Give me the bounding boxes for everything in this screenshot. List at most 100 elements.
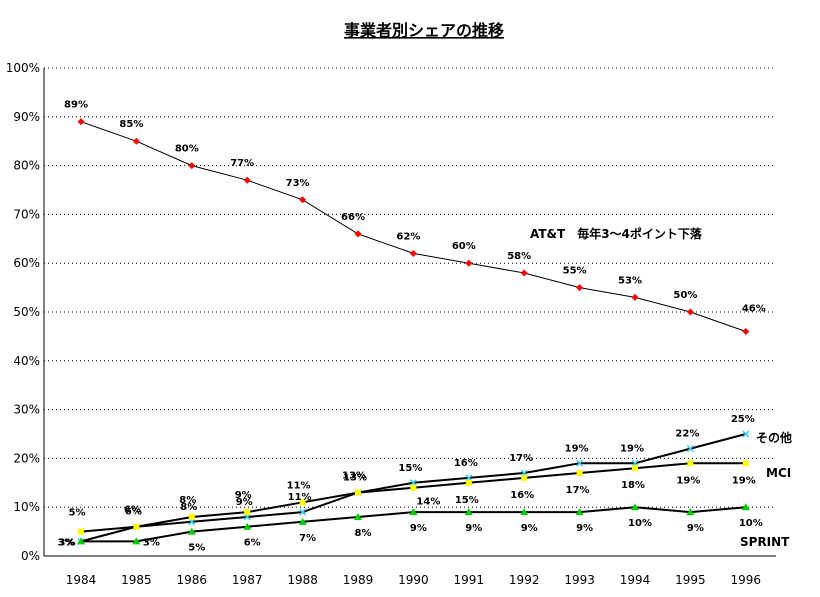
data-label: 19% [565,443,589,454]
data-label: 17% [509,453,533,464]
x-tick-label: 1988 [287,573,318,587]
data-label: 17% [566,485,590,496]
x-tick-label: 1984 [66,573,97,587]
data-label: 10% [628,518,652,529]
data-point [77,118,85,126]
data-point-stroke [576,459,584,467]
data-label: 8% [355,528,372,539]
data-point [520,269,528,277]
data-point [299,508,307,516]
data-point [741,503,750,511]
data-label: 9% [465,523,482,534]
data-point [521,474,528,481]
series-name-label: SPRINT [740,535,790,549]
data-label: 10% [739,518,763,529]
data-label: 15% [455,495,479,506]
data-point [133,523,140,530]
data-label: 16% [510,490,534,501]
data-label: 66% [341,212,365,223]
data-point [244,509,251,516]
data-label: 7% [299,533,316,544]
data-point [632,465,638,472]
data-label: 58% [507,251,531,262]
data-point [188,513,195,520]
att-annotation: AT&T 毎年3～4ポイント下落 [530,226,703,241]
data-point [409,249,417,257]
data-point [465,259,473,267]
data-label: 3% [58,537,75,548]
y-tick-label: 30% [13,403,40,417]
y-tick-label: 100% [6,61,40,75]
data-label: 8% [179,495,196,506]
data-point [409,508,418,516]
data-label: 9% [687,523,704,534]
data-point [298,517,307,525]
data-label: 3% [59,537,76,548]
data-point [78,528,84,535]
data-point [354,512,362,520]
chart-title: 事業者別シェアの推移 [344,21,504,40]
data-label: 6% [124,505,141,516]
data-label: 5% [69,508,86,519]
y-tick-label: 10% [13,500,40,514]
data-point [742,328,750,336]
data-point [243,522,252,530]
y-axis-ticks: 0% 10% 20% 30% 40% 50% 60% 70% 80% 90% 100% [6,61,40,563]
data-label: 9% [236,497,253,508]
x-tick-label: 1986 [177,573,208,587]
x-axis-ticks: 1984 1985 1986 1987 1988 1989 1990 1991 1992 1993… [66,573,761,587]
data-label: 19% [620,443,644,454]
data-label: 62% [396,231,420,242]
data-point [686,445,694,453]
x-tick-label: 1989 [343,573,374,587]
data-label: 50% [673,290,697,301]
x-tick-label: 1992 [509,573,540,587]
data-point [355,489,361,496]
data-label: 16% [454,458,478,469]
grid-lines [44,67,776,508]
data-label: 8% [180,502,197,513]
x-tick-label: 1985 [121,573,152,587]
data-point [464,508,473,516]
data-label: 73% [286,178,310,189]
data-point [576,284,584,292]
data-point [354,230,362,238]
y-tick-label: 90% [13,110,40,124]
data-label: 9% [576,523,593,534]
data-point [520,508,529,516]
x-tick-label: 1994 [620,573,651,587]
x-tick-label: 1995 [675,573,706,587]
data-label: 6% [125,507,142,518]
axes [43,68,776,557]
y-tick-label: 80% [13,159,40,173]
x-tick-label: 1991 [454,573,485,587]
data-point [686,308,694,316]
data-point [188,162,196,170]
y-tick-label: 20% [13,451,40,465]
data-label: 77% [230,158,254,169]
data-point [742,430,750,438]
data-point [299,196,307,204]
y-tick-label: 40% [13,354,40,368]
x-tick-label: 1990 [398,573,429,587]
data-label: 5% [188,543,205,554]
data-label: 13% [342,471,366,482]
data-label: 46% [742,304,766,315]
data-point [576,470,583,477]
y-tick-label: 70% [13,207,40,221]
data-label: 80% [175,144,199,155]
data-label: 9% [521,523,538,534]
data-point-stroke [686,445,694,453]
data-label: 11% [287,480,311,491]
data-labels: 89% 85% 80% 77% 73% 66% 62% 60% 58% 55% 53% 50% 46% 3… [58,100,793,554]
y-tick-label: 50% [13,305,40,319]
data-label: 6% [244,538,261,549]
data-label: 89% [64,100,88,111]
data-label: 9% [410,523,427,534]
data-point [77,537,85,545]
data-label: 19% [732,475,756,486]
data-point [631,293,639,301]
data-label: 53% [618,275,642,286]
data-label: 60% [452,241,476,252]
data-point [243,176,251,184]
